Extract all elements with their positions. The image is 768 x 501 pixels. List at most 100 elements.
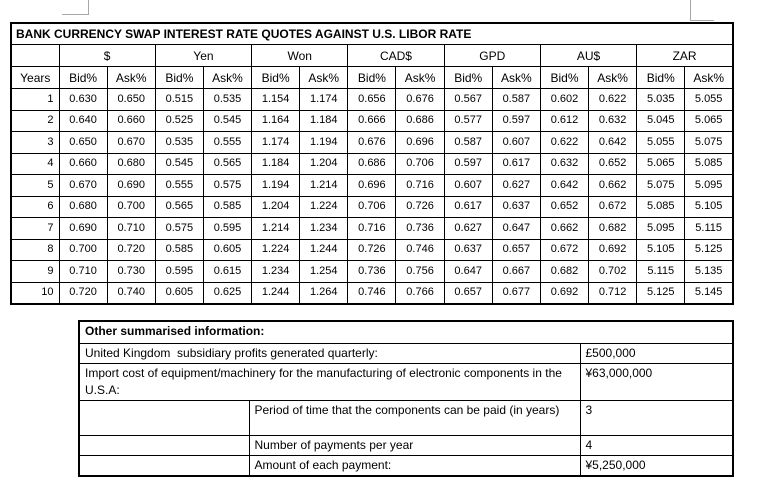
rate-cell: 0.642 xyxy=(588,131,638,154)
rate-cell: 0.667 xyxy=(491,260,541,283)
rate-cell: 0.740 xyxy=(106,281,156,305)
info-table-title: Other summarised information: xyxy=(78,320,734,344)
rate-cell: 0.652 xyxy=(539,195,590,218)
rate-cell: 5.075 xyxy=(636,174,686,197)
rate-cell: 0.597 xyxy=(443,152,493,175)
rate-cell: 0.680 xyxy=(58,195,108,218)
rate-cell: 0.595 xyxy=(154,260,204,283)
rate-cell: 0.672 xyxy=(539,238,590,261)
table-row: 4 0.660 0.680 0.545 0.565 1.184 1.204 0.686 0.70… xyxy=(10,152,734,175)
table-row: 1 0.630 0.650 0.515 0.535 1.154 1.174 0.656 0.67… xyxy=(10,88,734,111)
rate-cell: 0.617 xyxy=(443,195,493,218)
ask-header: Ask% xyxy=(395,66,445,89)
rate-cell: 0.710 xyxy=(106,217,156,240)
year-cell: 9 xyxy=(10,260,60,283)
rate-cell: 0.605 xyxy=(154,281,204,305)
rate-cell: 0.515 xyxy=(154,88,204,111)
rate-cell: 0.637 xyxy=(491,195,541,218)
rate-cell: 0.587 xyxy=(491,88,541,111)
table-row: 3 0.650 0.670 0.535 0.555 1.174 1.194 0.676 0.69… xyxy=(10,131,734,154)
table-title: BANK CURRENCY SWAP INTEREST RATE QUOTES … xyxy=(10,22,734,45)
rate-cell: 5.125 xyxy=(684,238,734,261)
rate-cell: 0.666 xyxy=(347,109,397,132)
rate-cell: 5.085 xyxy=(636,195,686,218)
rate-cell: 0.662 xyxy=(588,174,638,197)
rate-cell: 0.622 xyxy=(588,88,638,111)
rate-cell: 0.575 xyxy=(154,217,204,240)
year-cell: 10 xyxy=(10,281,60,305)
rate-cell: 0.652 xyxy=(588,152,638,175)
rate-cell: 0.692 xyxy=(588,238,638,261)
rate-cell: 0.672 xyxy=(588,195,638,218)
rate-cell: 5.125 xyxy=(636,281,686,305)
rate-cell: 0.670 xyxy=(106,131,156,154)
rate-cell: 5.065 xyxy=(684,109,734,132)
rate-cell: 1.254 xyxy=(299,260,349,283)
info-row: Period of time that the components can b… xyxy=(78,400,734,436)
rate-cell: 0.756 xyxy=(395,260,445,283)
rate-cell: 0.682 xyxy=(588,217,638,240)
rate-cell: 1.194 xyxy=(251,174,301,197)
rate-cell: 0.690 xyxy=(106,174,156,197)
rate-cell: 0.625 xyxy=(202,281,253,305)
rate-cell: 0.640 xyxy=(58,109,108,132)
rate-cell: 1.164 xyxy=(251,109,301,132)
info-value: ¥5,250,000 xyxy=(579,455,734,477)
rate-cell: 0.656 xyxy=(347,88,397,111)
rate-cell: 0.647 xyxy=(491,217,541,240)
rate-cell: 0.642 xyxy=(539,174,590,197)
rate-cell: 0.622 xyxy=(539,131,590,154)
currency-header-gpd: GPD xyxy=(443,44,541,67)
rate-cell: 5.045 xyxy=(636,109,686,132)
rate-cell: 1.194 xyxy=(299,131,349,154)
rate-cell: 0.605 xyxy=(202,238,253,261)
rate-cell: 0.555 xyxy=(202,131,253,154)
rate-cell: 1.184 xyxy=(251,152,301,175)
years-header: Years xyxy=(10,66,60,89)
rate-cell: 0.585 xyxy=(154,238,204,261)
rate-cell: 0.696 xyxy=(347,174,397,197)
rate-cell: 0.595 xyxy=(202,217,253,240)
rate-cell: 0.712 xyxy=(588,281,638,305)
rate-cell: 0.647 xyxy=(443,260,493,283)
year-cell: 7 xyxy=(10,217,60,240)
rate-cell: 0.720 xyxy=(106,238,156,261)
rate-cell: 5.105 xyxy=(636,238,686,261)
year-cell: 8 xyxy=(10,238,60,261)
rate-cell: 0.657 xyxy=(491,238,541,261)
summary-info-table: Other summarised information: United Kin… xyxy=(78,320,735,477)
currency-header-cad: CAD$ xyxy=(347,44,445,67)
rate-cell: 5.055 xyxy=(636,131,686,154)
rate-cell: 0.682 xyxy=(539,260,590,283)
rate-cell: 1.174 xyxy=(299,88,349,111)
rate-cell: 1.204 xyxy=(299,152,349,175)
rate-cell: 0.690 xyxy=(58,217,108,240)
rate-cell: 0.746 xyxy=(395,238,445,261)
rate-cell: 0.577 xyxy=(443,109,493,132)
info-label: Period of time that the components can b… xyxy=(248,400,581,436)
table-row: 2 0.640 0.660 0.525 0.545 1.164 1.184 0.666 0.68… xyxy=(10,109,734,132)
bid-header: Bid% xyxy=(636,66,686,89)
rate-cell: 0.535 xyxy=(154,131,204,154)
year-cell: 5 xyxy=(10,174,60,197)
rate-cell: 0.660 xyxy=(58,152,108,175)
rate-cell: 1.244 xyxy=(251,281,301,305)
info-label: Amount of each payment: xyxy=(248,455,581,477)
rate-cell: 0.612 xyxy=(539,109,590,132)
swap-table-body: 1 0.630 0.650 0.515 0.535 1.154 1.174 0.656 0.67… xyxy=(10,88,734,305)
rate-cell: 0.706 xyxy=(395,152,445,175)
info-row: Import cost of equipment/machinery for t… xyxy=(78,363,734,401)
rate-cell: 0.702 xyxy=(588,260,638,283)
rate-cell: 0.615 xyxy=(202,260,253,283)
info-label: United Kingdom subsidiary profits genera… xyxy=(78,343,581,364)
rate-cell: 1.204 xyxy=(251,195,301,218)
rate-cell: 0.686 xyxy=(395,109,445,132)
currency-group-row: $ Yen Won CAD$ GPD AU$ ZAR xyxy=(10,44,734,67)
corner-cell xyxy=(10,44,60,67)
currency-header-won: Won xyxy=(251,44,349,67)
rate-cell: 0.575 xyxy=(202,174,253,197)
rate-cell: 0.535 xyxy=(202,88,253,111)
rate-cell: 0.736 xyxy=(347,260,397,283)
year-cell: 4 xyxy=(10,152,60,175)
rate-cell: 5.095 xyxy=(636,217,686,240)
